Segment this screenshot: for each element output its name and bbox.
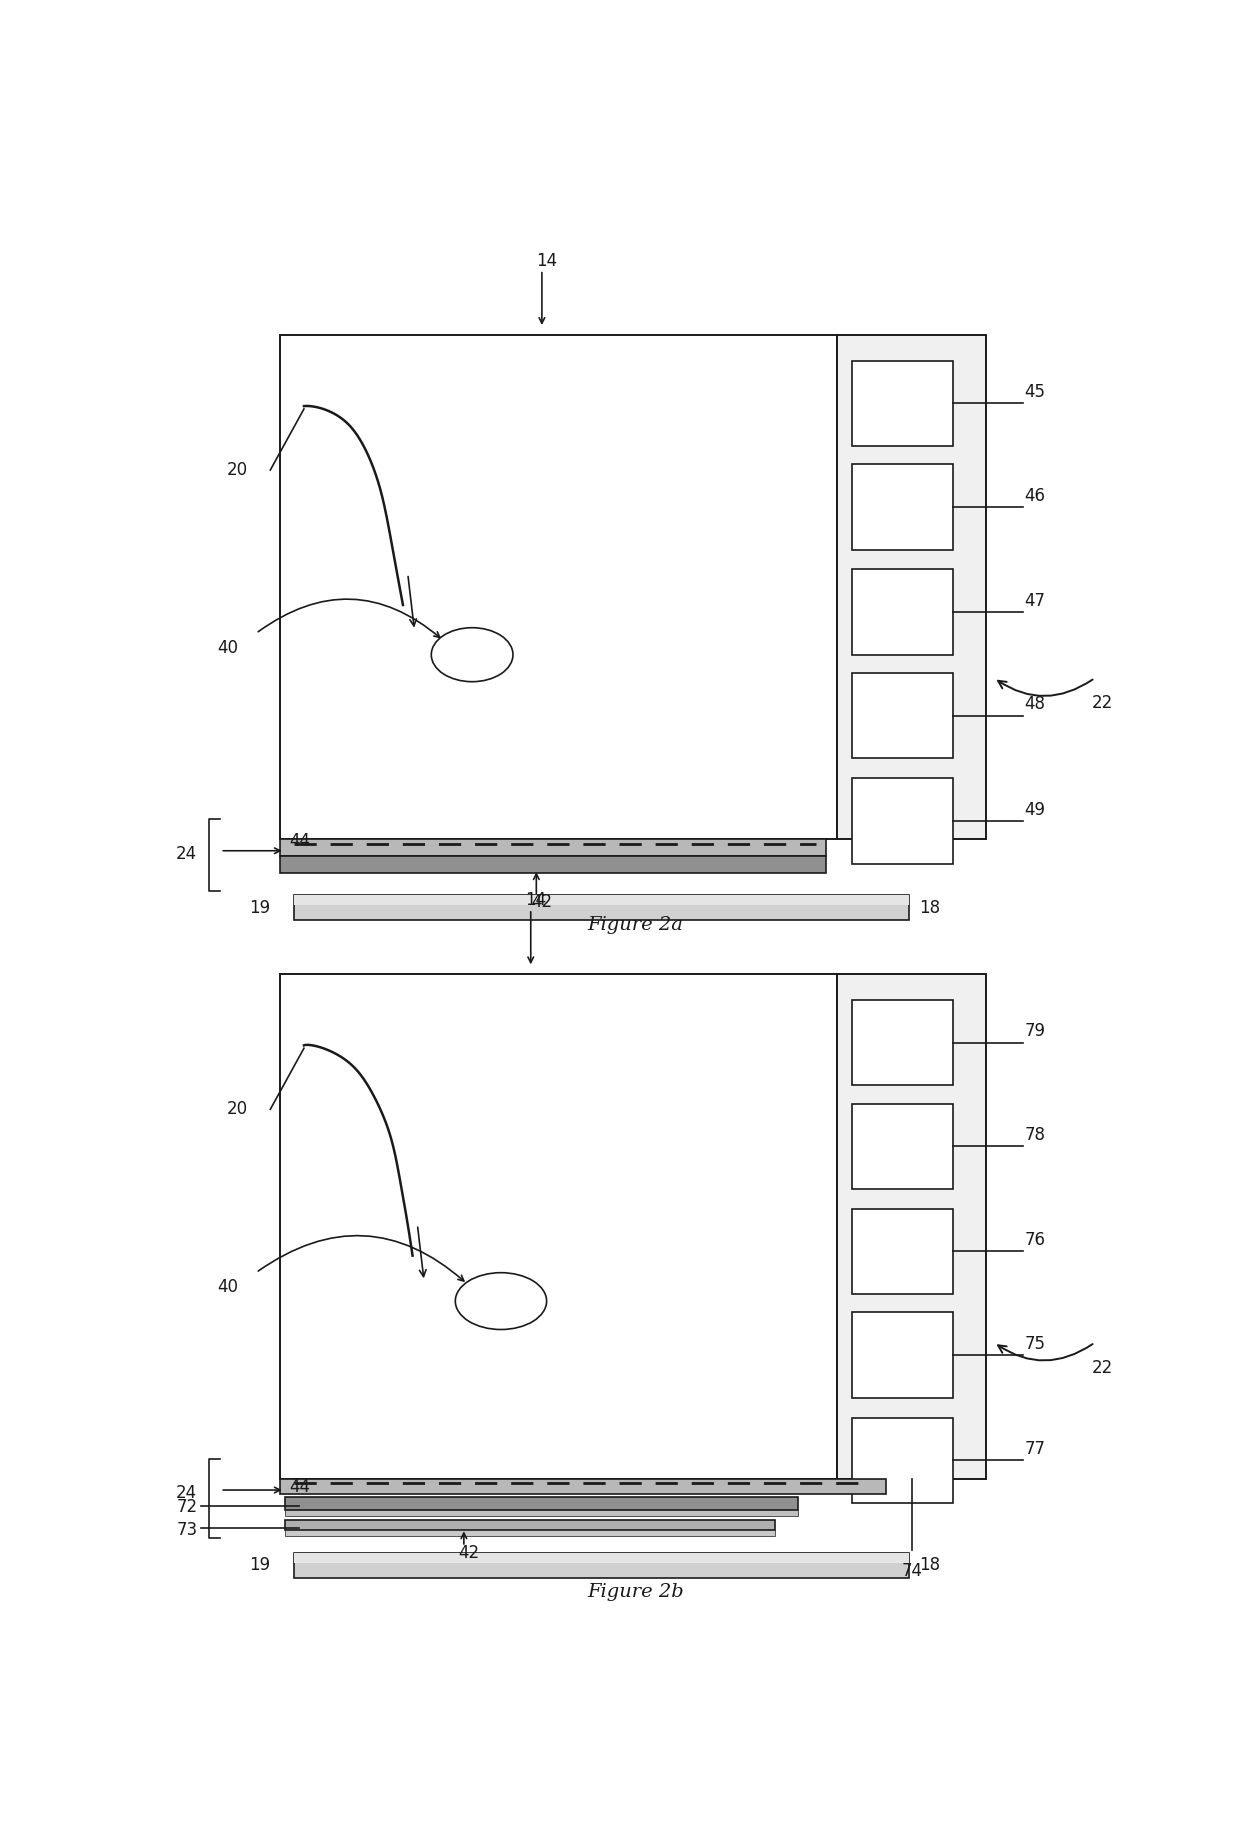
Bar — [285, 1509, 797, 1515]
Text: 14: 14 — [537, 253, 558, 269]
Bar — [294, 895, 909, 921]
Bar — [280, 839, 826, 856]
Text: 76: 76 — [1024, 1231, 1045, 1249]
Bar — [852, 360, 952, 446]
Bar — [852, 465, 952, 550]
Text: 14: 14 — [526, 891, 547, 910]
Bar — [852, 1000, 952, 1085]
Bar — [837, 974, 986, 1478]
Text: Figure 2a: Figure 2a — [588, 915, 683, 934]
Text: 20: 20 — [227, 1100, 248, 1118]
Text: 46: 46 — [1024, 487, 1045, 504]
Text: 19: 19 — [249, 1557, 270, 1574]
Text: 42: 42 — [459, 1544, 480, 1561]
Text: 22: 22 — [1092, 1358, 1114, 1376]
Text: 24: 24 — [176, 1483, 197, 1502]
Bar — [280, 336, 837, 839]
Bar — [294, 1552, 909, 1563]
Bar — [852, 1103, 952, 1188]
Bar — [294, 895, 909, 906]
Bar — [837, 336, 986, 839]
Text: 45: 45 — [1024, 384, 1045, 400]
Bar — [280, 1478, 885, 1494]
Text: 18: 18 — [919, 899, 940, 917]
Bar — [285, 1496, 797, 1509]
Ellipse shape — [432, 627, 513, 681]
Bar — [294, 1552, 909, 1577]
Text: 20: 20 — [227, 461, 248, 480]
Text: 44: 44 — [290, 832, 310, 851]
Ellipse shape — [455, 1273, 547, 1330]
Text: 49: 49 — [1024, 801, 1045, 819]
Text: 22: 22 — [1092, 694, 1114, 712]
Text: 18: 18 — [919, 1557, 940, 1574]
Text: 75: 75 — [1024, 1334, 1045, 1352]
Text: 40: 40 — [217, 638, 238, 657]
Bar — [285, 1520, 775, 1530]
Text: 24: 24 — [176, 845, 197, 863]
Text: 79: 79 — [1024, 1022, 1045, 1041]
Bar — [852, 570, 952, 655]
Bar — [852, 1312, 952, 1399]
Bar — [280, 974, 837, 1478]
Bar — [852, 673, 952, 758]
Text: 19: 19 — [249, 899, 270, 917]
Text: 73: 73 — [177, 1520, 198, 1539]
Bar — [852, 1208, 952, 1293]
Bar — [852, 779, 952, 863]
Text: 48: 48 — [1024, 696, 1045, 714]
Bar — [852, 1417, 952, 1504]
Text: 74: 74 — [901, 1563, 923, 1579]
Bar — [280, 856, 826, 873]
Text: Figure 2b: Figure 2b — [587, 1583, 684, 1601]
Text: 42: 42 — [531, 893, 552, 911]
Text: 72: 72 — [177, 1498, 198, 1517]
Text: 77: 77 — [1024, 1439, 1045, 1458]
Text: 44: 44 — [290, 1478, 310, 1496]
Text: 47: 47 — [1024, 592, 1045, 609]
Bar — [285, 1530, 775, 1535]
Text: 40: 40 — [217, 1279, 238, 1295]
Text: 78: 78 — [1024, 1125, 1045, 1144]
